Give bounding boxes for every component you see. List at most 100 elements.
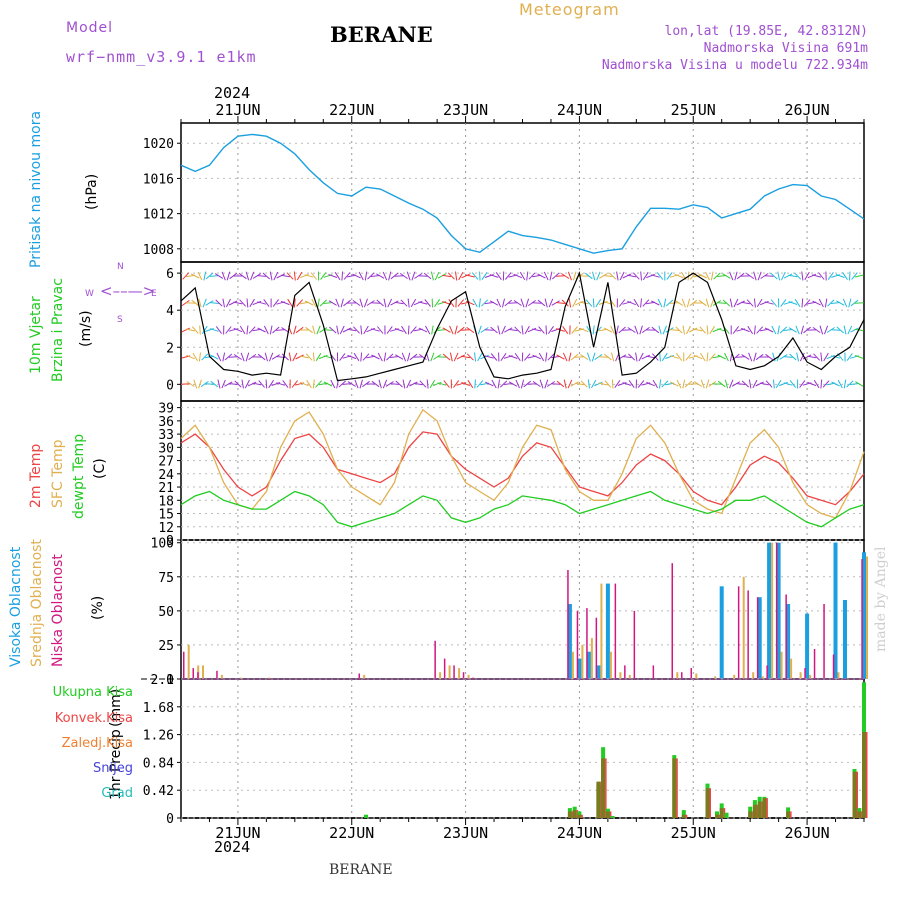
wind-arrow: [736, 300, 745, 306]
wind-arrow: [519, 271, 526, 281]
wind-arrow: [709, 325, 716, 335]
wind-arrow: [442, 274, 452, 278]
wind-arrow: [712, 300, 722, 306]
wind-arrow: [724, 379, 729, 389]
wind-arrow: [684, 380, 693, 388]
wind-arrow: [556, 354, 565, 360]
cloud-low-bar: [690, 668, 692, 679]
precip-conv-edge: [571, 811, 574, 818]
wind-arrow: [419, 353, 427, 361]
wind-arrow: [224, 353, 233, 361]
wind-arrow: [682, 379, 686, 389]
wind-arrow: [501, 325, 506, 335]
wind-arrow: [312, 352, 315, 362]
wind-arrow: [706, 325, 709, 335]
wind-arrow: [532, 380, 541, 388]
precip-conv-bar: [757, 801, 762, 818]
wind-arrow: [467, 379, 474, 389]
wind-arrow: [425, 325, 431, 335]
wind-arrow: [198, 379, 202, 389]
wind-arrow: [807, 273, 817, 279]
wind-arrow: [288, 352, 292, 362]
wind-arrow: [341, 271, 344, 281]
wind-arrow: [246, 298, 249, 308]
wind-arrow: [210, 380, 219, 388]
wind-arrow: [639, 325, 643, 335]
wind-arrow: [622, 329, 632, 331]
wind-arrow: [323, 381, 333, 387]
wind-arrow: [461, 382, 470, 386]
wind-arrow: [514, 353, 521, 361]
precip-conv-bar: [705, 788, 710, 818]
wind-arrow: [276, 329, 286, 331]
wind-arrow: [315, 380, 322, 388]
wind-arrow: [400, 299, 408, 307]
wind-arrow: [360, 352, 363, 362]
wind-arrow: [299, 355, 309, 359]
y-tick-label: 0: [166, 378, 174, 393]
wind-arrow: [386, 353, 394, 361]
y-tick-label: 39: [158, 402, 174, 417]
wind-arrow: [504, 299, 513, 307]
cloud-mid-bar: [467, 674, 470, 679]
wind-arrow: [592, 271, 596, 281]
wind-arrow: [837, 379, 843, 389]
precip-conv-bar: [601, 758, 606, 818]
wind-arrow: [386, 326, 393, 334]
wind-arrow: [740, 301, 750, 305]
wind-arrow: [217, 379, 221, 389]
wind-arrow: [580, 380, 588, 388]
wind-speed-line: [180, 271, 865, 382]
cloud-mid-bar: [220, 674, 223, 679]
wind-arrow: [409, 381, 418, 387]
wind-arrow: [447, 272, 455, 280]
cloud-mid-bar: [752, 672, 755, 679]
wind-arrow: [781, 271, 786, 281]
day-label-bottom: 23JUN: [443, 824, 488, 842]
wind-arrow: [202, 298, 207, 308]
wind-arrow: [748, 352, 753, 362]
wind-arrow: [394, 301, 404, 305]
wind-arrow: [484, 381, 494, 387]
wind-arrow: [599, 273, 608, 279]
wind-arrow: [537, 273, 546, 279]
wind-arrow: [753, 271, 757, 281]
wind-arrow: [759, 382, 769, 386]
wind-arrow: [437, 356, 447, 358]
wind-arrow: [847, 325, 853, 335]
wind-arrow: [586, 352, 591, 362]
wind-arrow: [323, 302, 333, 304]
wind-arrow: [851, 272, 858, 280]
wind-arrow: [765, 380, 773, 388]
wind-arrow: [456, 326, 465, 334]
wind-arrow: [347, 381, 356, 387]
precip-conv-edge: [581, 814, 583, 818]
wind-arrow: [549, 271, 553, 281]
y-tick-label: 0.84: [143, 756, 174, 771]
wind-arrow: [339, 353, 346, 361]
wind-arrow: [594, 353, 603, 361]
precip-conv-bar: [762, 798, 767, 818]
cloud-mid-bar: [780, 651, 783, 679]
wind-arrow: [342, 327, 352, 333]
y-tick-label: 33: [158, 428, 174, 443]
wind-arrow: [442, 327, 451, 333]
wind-arrow: [490, 326, 498, 334]
wind-arrow: [669, 355, 679, 359]
wind-arrow: [465, 274, 475, 278]
wind-arrows: [181, 271, 864, 389]
wind-arrow: [772, 352, 776, 362]
wind-arrow: [276, 382, 286, 386]
cloud-mid-bar: [733, 674, 736, 679]
y-tick-label: 18: [158, 494, 174, 509]
wind-arrow: [508, 355, 518, 359]
precip-conv-bar: [852, 771, 857, 818]
elevation-label: Nadmorska Visina 691m: [703, 41, 868, 56]
wind-arrow: [273, 271, 279, 281]
cloud-low-bar: [775, 542, 778, 679]
precip-total-bar: [681, 810, 686, 818]
wind-arrow: [293, 271, 296, 281]
y-tick-label: 21: [158, 481, 174, 496]
wind-arrow: [746, 299, 754, 307]
cloud-mid-bar: [581, 644, 584, 679]
